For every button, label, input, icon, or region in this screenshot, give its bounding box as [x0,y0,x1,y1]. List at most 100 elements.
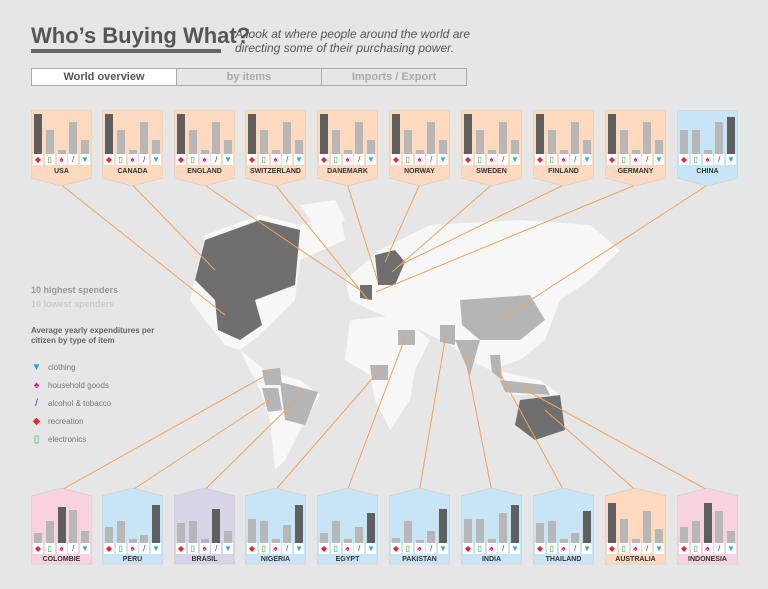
item-icons: ◆ ▯ ♠ / ▼ [391,543,448,554]
bar-household-goods [343,539,352,543]
ticket-icon: ◆ [176,543,186,554]
country-tag[interactable]: ◆ ▯ ♠ / ▼ PERU [102,488,163,566]
bar-household-goods [559,150,568,154]
tshirt-icon: ▼ [366,154,376,165]
ticket-icon: ◆ [679,154,689,165]
legend-item-label: recreation [48,417,84,426]
lamp-icon: ♠ [486,543,497,554]
tshirt-icon: ▼ [438,543,448,554]
tab-world-overview[interactable]: World overview [32,69,177,85]
lamp-icon: ♠ [414,543,425,554]
country-tag[interactable]: ◆ ▯ ♠ / ▼ DANEMARK [317,110,378,188]
bar-household-goods [200,539,209,543]
bar-electronics [691,521,700,543]
country-tag[interactable]: ◆ ▯ ♠ / ▼ CANADA [102,110,163,188]
country-tag[interactable]: ◆ ▯ ♠ / ▼ SWITZERLAND [245,110,306,188]
country-tag[interactable]: ◆ ▯ ♠ / ▼ BRASIL [174,488,235,566]
phone-icon: ▯ [115,154,126,165]
country-tag[interactable]: ◆ ▯ ♠ / ▼ INDIA [461,488,522,566]
bar-chart [464,503,519,543]
connector-line [204,397,299,491]
lamp-icon: ♠ [199,543,210,554]
country-tag[interactable]: ◆ ▯ ♠ / ▼ AUSTRALIA [605,488,666,566]
country-tag[interactable]: ◆ ▯ ♠ / ▼ SWEDEN [461,110,522,188]
bar-chart [320,114,375,154]
bottle-icon: / [498,543,509,554]
bottle-icon: / [282,154,293,165]
bar-recreation [105,527,113,543]
country-tag[interactable]: ◆ ▯ ♠ / ▼ EGYPT [317,488,378,566]
bar-recreation [608,503,616,543]
country-tag[interactable]: ◆ ▯ ♠ / ▼ GERMANY [605,110,666,188]
country-name: FINLAND [548,168,579,175]
lamp-icon: ♠ [199,154,210,165]
ticket-icon: ◆ [535,543,545,554]
country-tag[interactable]: ◆ ▯ ♠ / ▼ COLOMBIE [31,488,92,566]
bar-clothing [727,117,735,154]
bar-chart [177,503,232,543]
country-tag[interactable]: ◆ ▯ ♠ / ▼ ENGLAND [174,110,235,188]
legend-item: ▯ electronics [31,434,87,445]
legend-lowest: 10 lowest spenders [31,299,115,309]
bar-chart [105,503,160,543]
bar-chart [392,114,447,154]
phone-icon: ▯ [330,543,341,554]
country-tag[interactable]: ◆ ▯ ♠ / ▼ FINLAND [533,110,594,188]
item-icons: ◆ ▯ ♠ / ▼ [535,543,592,554]
bar-electronics [619,130,628,154]
bar-clothing [295,140,303,154]
country-tag[interactable]: ◆ ▯ ♠ / ▼ PAKISTAN [389,488,450,566]
page-title: Who’s Buying What? [31,23,251,48]
ticket-icon: ◆ [463,154,473,165]
country-name: PERU [122,556,143,563]
bottle-icon: / [282,543,293,554]
bar-chart [34,114,89,154]
phone-icon: ▯ [546,543,557,554]
country-tag[interactable]: ◆ ▯ ♠ / ▼ NIGERIA [245,488,306,566]
connector-line [499,184,708,321]
bar-electronics [691,130,700,154]
tshirt-icon: ▼ [510,543,520,554]
country-tag[interactable]: ◆ ▯ ♠ / ▼ THAILAND [533,488,594,566]
bar-alcohol-tobacco [283,525,292,543]
bar-electronics [547,130,556,154]
bar-household-goods [487,150,496,154]
bar-chart [320,503,375,543]
bar-chart [34,503,89,543]
country-tag[interactable]: ◆ ▯ ♠ / ▼ USA [31,110,92,188]
lamp-icon: ♠ [270,543,281,554]
bar-clothing [655,529,663,543]
bar-recreation [392,114,400,154]
ticket-icon: ◆ [247,543,257,554]
bar-alcohol-tobacco [499,513,508,543]
connector-line [496,367,564,491]
phone-icon: ▯ [690,154,701,165]
bar-household-goods [559,539,568,543]
tab-by-items[interactable]: by items [177,69,322,85]
country-tag[interactable]: ◆ ▯ ♠ / ▼ CHINA [677,110,738,188]
tab-imports-export[interactable]: Imports / Export [322,69,466,85]
bar-household-goods [631,539,640,543]
country-name: CANADA [117,168,148,175]
bar-household-goods [128,539,137,543]
lamp-icon: ♠ [630,543,641,554]
bar-recreation [177,523,185,543]
connector-line [132,397,273,491]
country-tag[interactable]: ◆ ▯ ♠ / ▼ NORWAY [389,110,450,188]
item-icons: ◆ ▯ ♠ / ▼ [104,543,161,554]
bottle-icon: / [498,154,509,165]
country-name: GERMANY [617,168,654,175]
bar-chart [177,114,232,154]
bar-household-goods [57,150,66,154]
phone-icon: ▯ [474,543,485,554]
item-icons: ◆ ▯ ♠ / ▼ [463,543,520,554]
country-tag[interactable]: ◆ ▯ ♠ / ▼ INDONESIA [677,488,738,566]
bar-household-goods [631,150,640,154]
bar-alcohol-tobacco [140,122,149,154]
tshirt-icon: ▼ [366,543,376,554]
phone-icon: ▯ [402,154,413,165]
ticket-icon: ◆ [319,154,329,165]
country-name: EGYPT [335,556,360,563]
bar-alcohol-tobacco [715,122,724,154]
